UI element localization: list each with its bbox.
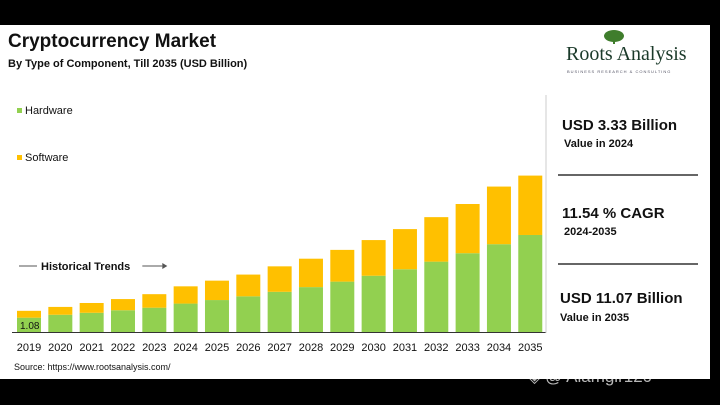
annotation-historical-trends: Historical Trends (41, 261, 130, 273)
bar-hardware-2027 (267, 291, 292, 332)
bar-hardware-2032 (424, 261, 449, 332)
legend-label-hardware: Hardware (25, 105, 73, 117)
bar-software-2026 (236, 274, 261, 297)
x-tick-label-2023: 2023 (142, 342, 166, 354)
stat-divider (558, 174, 698, 176)
bar-hardware-2021 (79, 312, 104, 332)
source-note: Source: https://www.rootsanalysis.com/ (14, 362, 171, 372)
bar-hardware-2024 (173, 303, 198, 332)
roots-analysis-logo: Roots Analysis BUSINESS RESEARCH & CONSU… (560, 29, 705, 75)
logo-name: Roots Analysis (566, 43, 687, 65)
x-tick-label-2019: 2019 (17, 342, 41, 354)
x-tick-label-2020: 2020 (48, 342, 72, 354)
x-tick-label-2021: 2021 (79, 342, 103, 354)
bar-software-2027 (267, 266, 292, 292)
bar-hardware-2030 (361, 275, 386, 332)
bar-software-2032 (424, 217, 449, 262)
bar-software-2033 (455, 204, 480, 254)
bar-software-2035 (518, 175, 543, 235)
stat-value-2035: USD 11.07 Billion (560, 290, 683, 307)
watermark-text: @ Alamgir120 (545, 367, 653, 386)
stat-divider (558, 263, 698, 265)
x-tick-label-2033: 2033 (455, 342, 479, 354)
bar-hardware-2031 (392, 269, 417, 332)
legend-swatch-software (17, 155, 22, 160)
stacked-bar-chart: 2019 2020 2021 2022 2023 2024 2025 2026 2027 2028… (12, 95, 547, 354)
x-tick-label-2030: 2030 (361, 342, 385, 354)
bar-hardware-2023 (142, 307, 167, 332)
stat-label-cagr: 2024-2035 (564, 226, 617, 238)
x-tick-label-2028: 2028 (299, 342, 323, 354)
stat-value-cagr: 11.54 % CAGR (562, 205, 665, 222)
watermark: ◈ @ Alamgir120 (528, 367, 652, 387)
bar-software-2023 (142, 294, 167, 308)
bar-hardware-2033 (455, 253, 480, 332)
bar-hardware-2019 (17, 317, 41, 332)
bar-software-2028 (298, 258, 323, 288)
bar-hardware-2025 (204, 300, 229, 332)
bar-software-2024 (173, 286, 198, 304)
annotation-arrowhead (162, 263, 168, 269)
legend-label-software: Software (25, 152, 68, 164)
x-tick-label-2034: 2034 (487, 342, 511, 354)
bar-software-2025 (204, 280, 229, 301)
x-tick-label-2035: 2035 (518, 342, 542, 354)
bar-hardware-2022 (110, 310, 135, 332)
bar-software-2031 (392, 229, 417, 270)
share-icon: ◈ (528, 367, 542, 386)
bar-software-2020 (48, 306, 73, 315)
x-tick-label-2029: 2029 (330, 342, 354, 354)
page-title: Cryptocurrency Market (8, 31, 217, 52)
x-tick-label-2022: 2022 (111, 342, 135, 354)
bar-hardware-2034 (486, 244, 511, 332)
legend-swatch-hardware (17, 108, 22, 113)
bar-software-2029 (330, 249, 355, 282)
stat-value-2024: USD 3.33 Billion (562, 117, 678, 134)
stat-label-2035: Value in 2035 (560, 312, 630, 324)
x-tick-label-2025: 2025 (205, 342, 229, 354)
bar-hardware-2028 (298, 287, 323, 332)
bar-software-2022 (110, 299, 135, 311)
tree-logo-icon (604, 30, 624, 44)
bar-hardware-2029 (330, 281, 355, 332)
bar-software-2030 (361, 240, 386, 276)
bar-hardware-2020 (48, 314, 73, 332)
x-tick-label-2026: 2026 (236, 342, 260, 354)
bar-software-2021 (79, 302, 104, 313)
bar-software-2034 (486, 186, 511, 245)
stat-label-2024: Value in 2024 (564, 138, 634, 150)
bar-hardware-2035 (518, 234, 543, 332)
x-tick-label-2031: 2031 (393, 342, 417, 354)
bar-hardware-2026 (236, 296, 261, 332)
logo-tagline: BUSINESS RESEARCH & CONSULTING (567, 69, 672, 74)
data-label-2019: 1.08 (20, 321, 40, 332)
x-tick-label-2032: 2032 (424, 342, 448, 354)
x-tick-label-2027: 2027 (267, 342, 291, 354)
bar-software-2019 (17, 310, 41, 318)
infographic-card: Cryptocurrency Market By Type of Compone… (0, 25, 710, 379)
page-subtitle: By Type of Component, Till 2035 (USD Bil… (8, 58, 248, 70)
x-tick-label-2024: 2024 (173, 342, 197, 354)
